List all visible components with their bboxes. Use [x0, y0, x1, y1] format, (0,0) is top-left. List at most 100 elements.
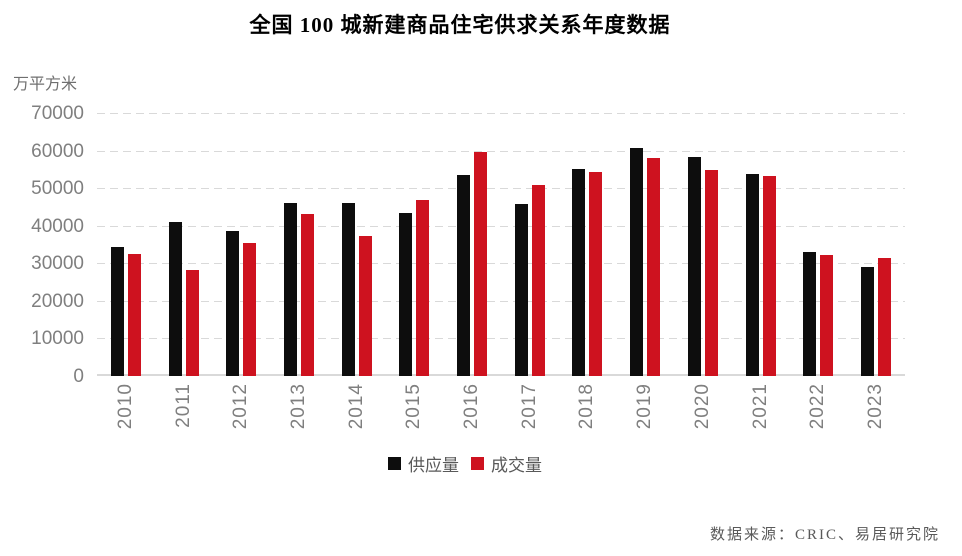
legend-label-deal: 成交量 [491, 456, 542, 475]
x-tick-slot: 2016 [461, 383, 483, 434]
bar-group-2023 [860, 113, 891, 376]
x-tick-label-2016: 2016 [461, 383, 483, 430]
legend-item-supply: 供应量 [388, 451, 459, 476]
bar-deal-2017 [531, 185, 545, 376]
bar-supply-2019 [630, 148, 644, 376]
y-tick-label-40000: 40000 [31, 215, 84, 237]
x-tick-label-2013: 2013 [287, 383, 309, 430]
gridline-70000 [97, 113, 905, 114]
legend-item-deal: 成交量 [471, 451, 542, 476]
data-source-label: 数据来源：CRIC、易居研究院 [709, 527, 940, 543]
bar-supply-2010 [110, 246, 124, 376]
x-tick-label-2015: 2015 [403, 383, 425, 430]
bar-supply-2011 [168, 221, 182, 376]
bar-deal-2023 [877, 257, 891, 376]
x-tick-slot: 2017 [519, 383, 541, 434]
bar-deal-2018 [589, 172, 603, 376]
bar-group-2022 [803, 113, 834, 376]
x-tick-label-2020: 2020 [691, 383, 713, 430]
bar-supply-2020 [687, 157, 701, 376]
bar-supply-2013 [283, 203, 297, 376]
bar-supply-2015 [399, 212, 413, 376]
bar-supply-2017 [514, 204, 528, 376]
x-tick-slot: 2015 [403, 383, 425, 434]
x-axis-labels: 2010 2011 2012 2013 2014 2015 2016 2017 2018 2019… [97, 383, 905, 441]
gridline-30000 [97, 263, 905, 265]
x-tick-slot: 2021 [750, 383, 772, 434]
x-tick-slot: 2020 [692, 383, 714, 434]
legend: 供应量 成交量 [0, 451, 930, 476]
bar-supply-2014 [341, 203, 355, 376]
gridline-60000 [97, 150, 905, 152]
bar-group-2010 [110, 113, 141, 376]
x-tick-label-2011: 2011 [172, 383, 194, 428]
bar-series-container [97, 113, 905, 376]
x-tick-slot: 2018 [576, 383, 598, 434]
y-axis: 0 10000 20000 30000 40000 50000 60000 70000 [0, 104, 84, 386]
bar-group-2018 [572, 113, 603, 376]
bar-supply-2021 [745, 174, 759, 376]
bar-supply-2022 [803, 252, 817, 376]
y-tick-label-70000: 70000 [31, 103, 84, 124]
bar-group-2012 [226, 113, 257, 376]
y-tick-label-50000: 50000 [31, 178, 84, 200]
x-tick-slot: 2011 [173, 383, 195, 433]
x-tick-label-2010: 2010 [114, 383, 136, 430]
bar-supply-2012 [226, 230, 240, 376]
x-tick-label-2012: 2012 [230, 383, 252, 430]
bar-deal-2020 [704, 170, 718, 376]
y-tick-label-0: 0 [73, 366, 84, 387]
x-tick-slot: 2023 [865, 383, 887, 434]
bar-deal-2022 [820, 254, 834, 376]
plot-area [97, 113, 905, 376]
y-axis-unit-label: 万平方米 [13, 76, 78, 93]
bar-group-2014 [341, 113, 372, 376]
bar-group-2020 [687, 113, 718, 376]
chart-title: 全国 100 城新建商品住宅供求关系年度数据 [249, 13, 671, 37]
y-tick-label-10000: 10000 [31, 328, 84, 350]
x-tick-label-2021: 2021 [749, 383, 771, 430]
x-axis-line [97, 374, 905, 376]
bar-deal-2015 [416, 199, 430, 376]
legend-swatch-deal [471, 457, 484, 470]
bar-group-2013 [283, 113, 314, 376]
gridline-40000 [97, 225, 905, 227]
bar-group-2016 [457, 113, 488, 376]
x-tick-slot: 2019 [634, 383, 656, 434]
y-tick-label-20000: 20000 [31, 290, 84, 312]
gridline-50000 [97, 188, 905, 190]
bar-supply-2023 [860, 267, 874, 376]
bar-supply-2016 [457, 175, 471, 376]
x-tick-label-2023: 2023 [864, 383, 886, 430]
x-tick-slot: 2022 [807, 383, 829, 434]
bar-deal-2019 [647, 157, 661, 376]
bar-deal-2014 [358, 235, 372, 376]
bar-deal-2021 [762, 175, 776, 376]
bar-deal-2011 [185, 270, 199, 376]
bar-deal-2016 [474, 151, 488, 376]
bar-supply-2018 [572, 168, 586, 376]
bar-group-2011 [168, 113, 199, 376]
bar-group-2021 [745, 113, 776, 376]
bar-group-2015 [399, 113, 430, 376]
bar-deal-2010 [127, 254, 141, 376]
y-tick-label-30000: 30000 [31, 253, 84, 275]
x-tick-slot: 2013 [288, 383, 310, 434]
x-tick-label-2014: 2014 [345, 383, 367, 430]
x-tick-label-2022: 2022 [807, 383, 829, 430]
bar-deal-2012 [243, 242, 257, 376]
x-tick-label-2019: 2019 [634, 383, 656, 430]
bar-deal-2013 [300, 214, 314, 376]
bar-group-2019 [630, 113, 661, 376]
y-tick-label-60000: 60000 [31, 140, 84, 162]
legend-swatch-supply [388, 457, 401, 470]
x-tick-slot: 2012 [230, 383, 252, 434]
bar-group-2017 [514, 113, 545, 376]
gridline-10000 [97, 338, 905, 340]
x-tick-label-2018: 2018 [576, 383, 598, 430]
legend-label-supply: 供应量 [408, 456, 459, 475]
x-tick-slot: 2014 [346, 383, 368, 434]
x-tick-label-2017: 2017 [518, 383, 540, 430]
gridline-20000 [97, 300, 905, 302]
x-tick-slot: 2010 [115, 383, 137, 434]
